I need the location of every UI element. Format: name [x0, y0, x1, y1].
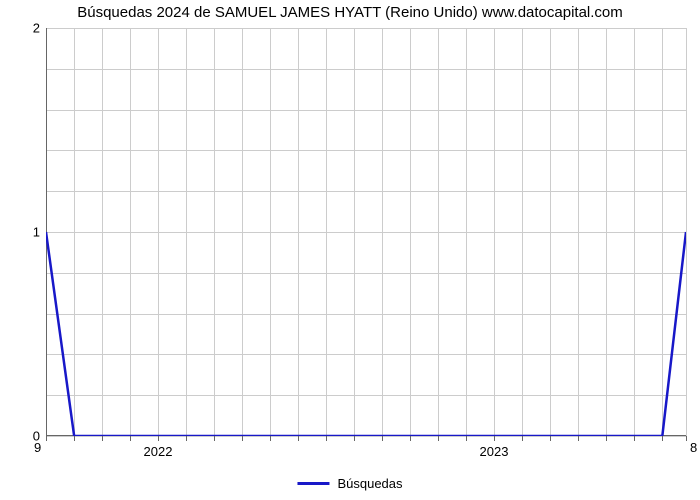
x-minor-tick: [606, 436, 607, 441]
x-minor-tick: [578, 436, 579, 441]
x-minor-tick: [102, 436, 103, 441]
series-line: [46, 28, 686, 436]
x-minor-tick: [354, 436, 355, 441]
grid-line-vertical: [686, 28, 687, 436]
x-axis-start-label: 9: [34, 440, 41, 455]
x-minor-tick: [270, 436, 271, 441]
legend-swatch: [297, 482, 329, 485]
x-minor-tick: [130, 436, 131, 441]
x-tick-label: 2022: [128, 444, 188, 459]
x-minor-tick: [74, 436, 75, 441]
x-minor-tick: [326, 436, 327, 441]
x-minor-tick: [494, 436, 495, 441]
x-minor-tick: [466, 436, 467, 441]
chart-title: Búsquedas 2024 de SAMUEL JAMES HYATT (Re…: [0, 4, 700, 21]
chart-container: Búsquedas 2024 de SAMUEL JAMES HYATT (Re…: [0, 0, 700, 500]
x-axis-end-label: 8: [690, 440, 697, 455]
legend: Búsquedas: [297, 476, 402, 491]
y-tick-label: 1: [10, 225, 40, 240]
plot-area: [46, 28, 686, 436]
x-minor-tick: [686, 436, 687, 441]
legend-label: Búsquedas: [337, 476, 402, 491]
x-minor-tick: [242, 436, 243, 441]
y-tick-label: 2: [10, 21, 40, 36]
x-minor-tick: [522, 436, 523, 441]
x-minor-tick: [186, 436, 187, 441]
x-tick-label: 2023: [464, 444, 524, 459]
x-minor-tick: [410, 436, 411, 441]
grid-line-horizontal: [46, 436, 686, 437]
x-minor-tick: [214, 436, 215, 441]
x-minor-tick: [438, 436, 439, 441]
x-minor-tick: [662, 436, 663, 441]
x-minor-tick: [382, 436, 383, 441]
x-minor-tick: [298, 436, 299, 441]
x-minor-tick: [46, 436, 47, 441]
x-minor-tick: [550, 436, 551, 441]
x-minor-tick: [634, 436, 635, 441]
x-minor-tick: [158, 436, 159, 441]
